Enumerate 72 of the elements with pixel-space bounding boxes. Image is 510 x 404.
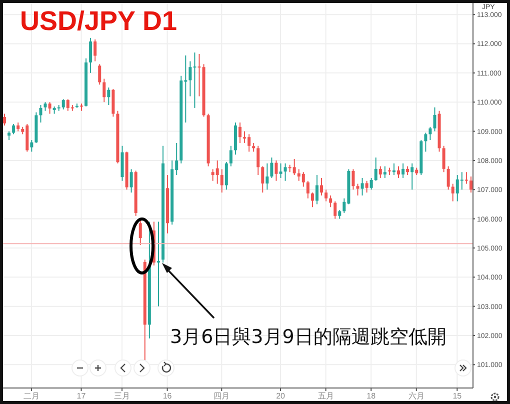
candlestick <box>62 98 65 110</box>
x-tick-label: 六月 <box>408 392 424 401</box>
annotation: 3月6日與3月9日的隔週跳空低開 <box>170 325 446 350</box>
candlestick <box>138 218 142 246</box>
candlestick <box>428 126 432 141</box>
candlestick <box>256 145 260 176</box>
candlestick <box>12 123 16 135</box>
x-tick-label: 18 <box>366 392 376 401</box>
candlestick <box>410 162 414 190</box>
candlestick <box>306 180 310 199</box>
candlestick <box>446 166 450 190</box>
x-tick-label: 20 <box>276 392 286 401</box>
candlestick <box>378 166 382 178</box>
candlestick <box>274 160 278 182</box>
x-tick-label: 16 <box>162 392 172 401</box>
candlestick <box>374 157 378 182</box>
candlestick <box>94 38 97 62</box>
candlestick <box>224 161 228 190</box>
candlestick <box>370 177 373 190</box>
chart-title: USD/JPY D1 <box>20 6 178 37</box>
candlestick <box>402 162 405 178</box>
candlestick <box>80 103 83 112</box>
candlestick <box>220 168 224 194</box>
candlestick <box>89 37 92 74</box>
candlestick <box>107 87 110 106</box>
candlestick <box>102 78 106 103</box>
candlestick <box>451 183 454 202</box>
candlestick <box>284 162 287 182</box>
candlestick <box>324 189 328 202</box>
candlestick <box>315 174 318 205</box>
x-tick-label: 四月 <box>214 392 230 401</box>
candlestick <box>216 160 219 184</box>
candlestick <box>365 180 368 194</box>
candlestick <box>112 88 115 118</box>
candlestick <box>188 60 192 97</box>
candlestick <box>266 162 269 190</box>
candlestick <box>442 145 446 173</box>
candlestick <box>388 167 391 176</box>
candlestick <box>310 192 314 208</box>
candlestick <box>356 183 360 196</box>
x-tick-label: 15 <box>452 392 462 401</box>
candlestick <box>302 172 305 188</box>
candlestick <box>279 162 282 178</box>
candlestick <box>464 172 468 184</box>
candlestick <box>130 168 133 194</box>
candlestick <box>360 177 364 196</box>
candlestick <box>270 157 274 178</box>
candlestick <box>292 158 296 176</box>
candlestick <box>48 102 52 114</box>
candlestick <box>156 221 160 307</box>
candlestick <box>30 140 34 152</box>
x-tick-label: 三月 <box>114 392 130 401</box>
candlestick <box>329 194 332 208</box>
candlestick <box>320 177 324 196</box>
x-tick-label: 五月 <box>318 392 334 401</box>
candlestick <box>397 166 400 178</box>
candlestick <box>424 132 428 152</box>
candlestick <box>3 113 6 126</box>
candlestick <box>433 106 436 132</box>
candlestick <box>352 168 355 190</box>
candlestick <box>334 200 337 220</box>
x-tick-label: 二月 <box>23 392 40 401</box>
candlestick <box>383 166 386 178</box>
candlestick <box>98 64 102 86</box>
candlestick <box>39 104 42 124</box>
candlestick <box>238 122 242 144</box>
candlestick <box>261 166 264 194</box>
candlestick <box>243 130 246 144</box>
candlestick <box>198 53 201 97</box>
candlestick <box>460 172 464 190</box>
candlestick <box>229 145 232 167</box>
x-tick-label: 17 <box>76 392 86 401</box>
